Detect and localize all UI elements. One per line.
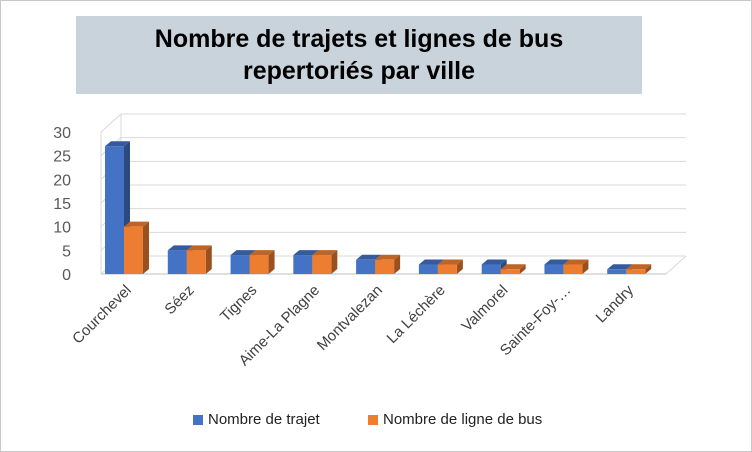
legend-label-series-2: Nombre de ligne de bus bbox=[383, 411, 543, 428]
bar-series-1 bbox=[607, 269, 627, 274]
legend-swatch-series-1 bbox=[193, 414, 203, 425]
bar-top-2 bbox=[626, 264, 652, 270]
gridline-side-30 bbox=[100, 113, 122, 133]
bar-series-2 bbox=[249, 255, 269, 274]
bar-side-2 bbox=[456, 259, 463, 274]
bar-side-2 bbox=[582, 259, 589, 274]
bar-top-1 bbox=[356, 254, 382, 260]
bar-side-2 bbox=[645, 264, 652, 274]
bar-side-2 bbox=[331, 250, 338, 274]
bar-series-1 bbox=[544, 264, 564, 274]
bar-series-2 bbox=[186, 250, 206, 274]
bar-side-2 bbox=[519, 264, 526, 274]
x-tick-label: Montvalezan bbox=[314, 282, 386, 354]
bar-series-2 bbox=[124, 226, 143, 274]
bar-side-2 bbox=[268, 250, 275, 274]
bar-top-2 bbox=[249, 250, 275, 256]
y-tick-label: 5 bbox=[62, 243, 71, 260]
bar-series-2 bbox=[312, 255, 332, 274]
bar-series-2 bbox=[375, 259, 395, 274]
chart-title: Nombre de trajets et lignes de bus reper… bbox=[154, 25, 564, 85]
x-tick-label: La Léchère bbox=[384, 282, 449, 347]
x-tick-label: Tignes bbox=[217, 282, 260, 325]
y-tick-label: 15 bbox=[53, 196, 71, 213]
y-tick-label: 20 bbox=[53, 172, 71, 189]
bar-series-2 bbox=[563, 264, 583, 274]
bar-top-1 bbox=[607, 264, 633, 270]
bar-top-1 bbox=[105, 141, 130, 147]
bar-top-2 bbox=[437, 259, 463, 265]
legend-item-series-2: Nombre de ligne de bus bbox=[368, 411, 542, 428]
bar-side-2 bbox=[143, 221, 149, 274]
y-tick-label: 10 bbox=[53, 220, 71, 237]
bar-top-1 bbox=[544, 259, 570, 265]
x-tick-label: Séez bbox=[161, 282, 197, 318]
bar-top-1 bbox=[230, 250, 256, 256]
x-tick-label: Landry bbox=[593, 281, 638, 326]
legend-item-series-1: Nombre de trajet bbox=[193, 411, 320, 428]
bar-top-1 bbox=[418, 259, 444, 265]
bar-series-1 bbox=[418, 264, 438, 274]
bar-side-2 bbox=[205, 245, 212, 274]
y-tick-label: 25 bbox=[53, 149, 71, 166]
bar-series-2 bbox=[437, 264, 457, 274]
chart-title-box: Nombre de trajets et lignes de bus reper… bbox=[76, 16, 642, 94]
bar-top-2 bbox=[186, 245, 212, 251]
bar-top-1 bbox=[167, 245, 193, 251]
floor-right-edge bbox=[665, 255, 687, 275]
bar-top-2 bbox=[500, 264, 526, 270]
y-tick-label: 0 bbox=[62, 267, 71, 284]
bar-top-2 bbox=[124, 221, 149, 227]
y-tick-label: 30 bbox=[53, 125, 71, 142]
legend-label-series-1: Nombre de trajet bbox=[208, 411, 320, 428]
bar-top-1 bbox=[481, 259, 507, 265]
bar-series-1 bbox=[230, 255, 250, 274]
bar-series-1 bbox=[167, 250, 187, 274]
legend-swatch-series-2 bbox=[368, 414, 378, 425]
bar-series-2 bbox=[500, 269, 520, 274]
bar-top-2 bbox=[312, 250, 338, 256]
bar-side-2 bbox=[394, 254, 401, 274]
bar-series-1 bbox=[481, 264, 501, 274]
x-tick-label: Valmorel bbox=[458, 282, 511, 335]
bar-series-2 bbox=[626, 269, 646, 274]
bar-top-2 bbox=[563, 259, 589, 265]
bar-series-1 bbox=[356, 259, 376, 274]
bar-series-1 bbox=[293, 255, 313, 274]
x-tick-label: Courchevel bbox=[69, 282, 135, 348]
bar-top-1 bbox=[293, 250, 319, 256]
bar-series-1 bbox=[105, 146, 124, 274]
bar-top-2 bbox=[375, 254, 401, 260]
